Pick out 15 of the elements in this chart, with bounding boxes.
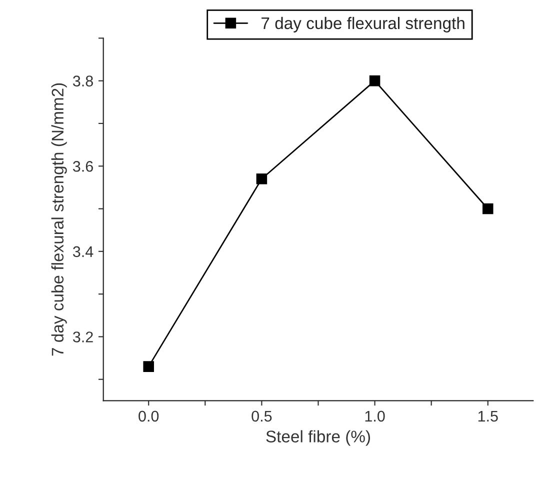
y-axis-title: 7 day cube flexural strength (N/mm2) <box>51 83 67 356</box>
point <box>143 361 154 372</box>
x-tick-label: 0.0 <box>138 410 159 422</box>
x-tick-label: 1.0 <box>365 410 385 422</box>
y-tick-label: 3.2 <box>72 332 93 342</box>
legend-label: 7 day cube flexural strength <box>262 16 464 32</box>
point <box>256 174 268 184</box>
point <box>482 203 494 214</box>
y-tick-label: 3.4 <box>72 246 94 258</box>
y-tick-label: 3.8 <box>72 76 93 86</box>
y-tick-label: 3.6 <box>72 160 93 172</box>
x-tick-label: 1.5 <box>478 410 498 422</box>
x-axis-title: Steel fibre (%) <box>266 430 370 446</box>
x-tick-label: 0.5 <box>252 410 272 422</box>
point <box>369 75 380 86</box>
